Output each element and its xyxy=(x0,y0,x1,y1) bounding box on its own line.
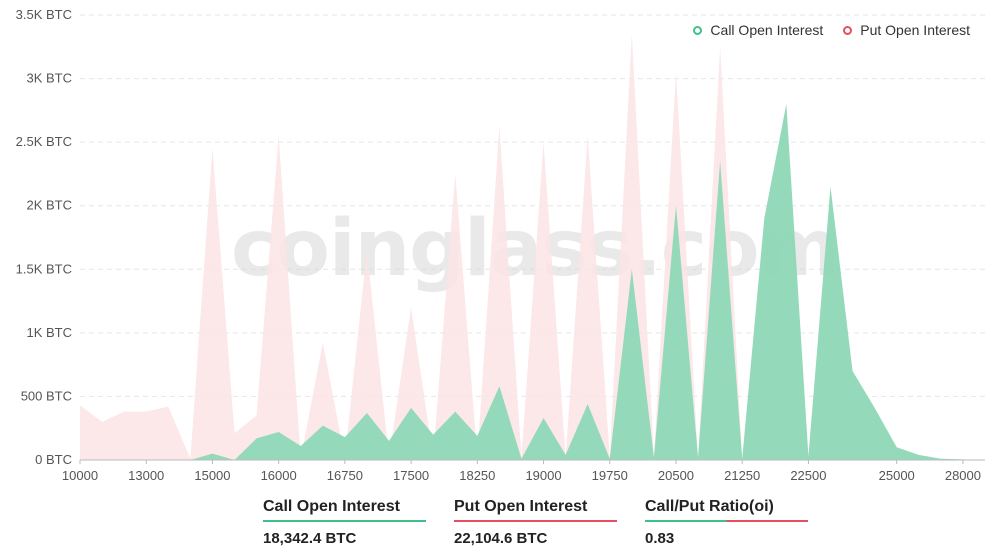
call-series-area xyxy=(80,104,985,460)
y-tick-label: 2.5K BTC xyxy=(16,134,72,149)
stat-ratio-value: 0.83 xyxy=(645,530,675,547)
x-tick-label: 16000 xyxy=(261,468,297,483)
stat-put-underline xyxy=(454,520,617,522)
y-tick-label: 500 BTC xyxy=(21,388,72,403)
y-tick-label: 3.5K BTC xyxy=(16,7,72,22)
x-tick-label: 20500 xyxy=(658,468,694,483)
x-tick-label: 21250 xyxy=(724,468,760,483)
series-areas xyxy=(80,34,985,460)
x-tick-label: 19750 xyxy=(592,468,628,483)
stat-put-label: Put Open Interest xyxy=(454,498,588,515)
stat-put: Put Open Interest 22,104.6 BTC xyxy=(454,498,617,547)
y-axis: 0 BTC 500 BTC 1K BTC 1.5K BTC 2K BTC 2.5K BTC… xyxy=(16,7,72,467)
legend-call-label: Call Open Interest xyxy=(710,22,824,38)
stat-call-label: Call Open Interest xyxy=(263,498,400,515)
x-tick-label: 25000 xyxy=(879,468,915,483)
put-series-area xyxy=(80,34,985,460)
y-tick-label: 3K BTC xyxy=(26,71,72,86)
x-tick-label: 28000 xyxy=(945,468,981,483)
stat-ratio: Call/Put Ratio(oi) 0.83 xyxy=(645,498,808,547)
x-tick-label: 15000 xyxy=(194,468,230,483)
x-tick-label: 13000 xyxy=(128,468,164,483)
stat-put-value: 22,104.6 BTC xyxy=(454,530,548,547)
x-tick-label: 18250 xyxy=(459,468,495,483)
x-axis: 10000 13000 15000 16000 16750 17500 18250 19000… xyxy=(62,459,985,483)
stat-ratio-label: Call/Put Ratio(oi) xyxy=(645,498,774,515)
x-tick-label: 17500 xyxy=(393,468,429,483)
y-tick-label: 0 BTC xyxy=(35,452,72,467)
x-tick-label: 22500 xyxy=(790,468,826,483)
put-dot-icon xyxy=(843,25,853,35)
call-dot-icon xyxy=(693,25,703,35)
y-tick-label: 1K BTC xyxy=(26,325,72,340)
legend-put-label: Put Open Interest xyxy=(860,22,970,38)
x-tick-label: 19000 xyxy=(525,468,561,483)
summary-stats: Call Open Interest 18,342.4 BTC Put Open… xyxy=(263,498,808,547)
stat-call-value: 18,342.4 BTC xyxy=(263,530,357,547)
legend-item-put[interactable]: Put Open Interest xyxy=(843,22,970,38)
stat-call: Call Open Interest 18,342.4 BTC xyxy=(263,498,426,547)
stat-call-underline xyxy=(263,520,426,522)
y-tick-label: 1.5K BTC xyxy=(16,261,72,276)
legend-item-call[interactable]: Call Open Interest xyxy=(693,22,823,38)
legend: Call Open Interest Put Open Interest xyxy=(693,22,970,38)
stat-ratio-underline xyxy=(645,520,808,522)
y-tick-label: 2K BTC xyxy=(26,198,72,213)
x-tick-label: 16750 xyxy=(327,468,363,483)
x-tick-label: 10000 xyxy=(62,468,98,483)
